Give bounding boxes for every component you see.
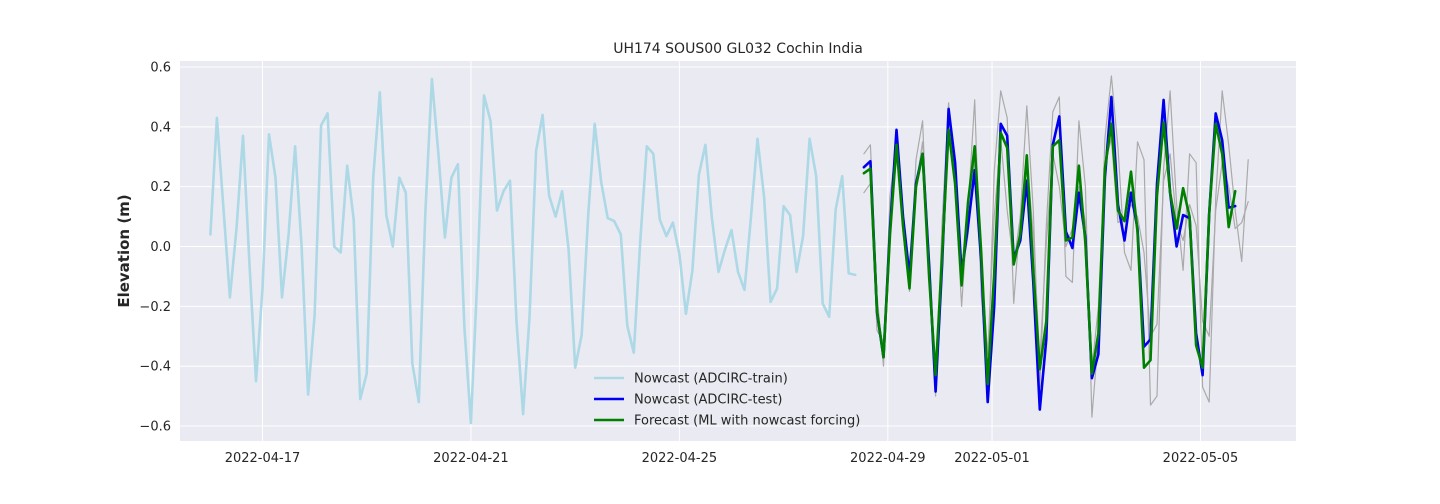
x-tick-label: 2022-04-17 [225,451,301,466]
series-line-train [209,77,857,425]
x-tick-label: 2022-05-05 [1163,451,1239,466]
x-tick-label: 2022-04-29 [850,451,926,466]
y-tick-label: −0.4 [139,360,171,375]
y-tick-label: −0.2 [139,300,171,315]
legend: Nowcast (ADCIRC-train) Nowcast (ADCIRC-te… [594,372,860,429]
y-axis-label: Elevation (m) [115,194,133,307]
legend-label-train: Nowcast (ADCIRC-train) [634,372,788,387]
y-tick-label: 0.4 [150,120,171,135]
y-tick-label: 0.2 [150,180,171,195]
y-tick-label: −0.6 [139,420,171,435]
y-axis-ticks: −0.6 −0.4 −0.2 0.0 0.2 0.4 0.6 [139,60,171,434]
y-tick-label: 0.0 [150,240,171,255]
chart-title: UH174 SOUS00 GL032 Cochin India [613,41,863,57]
x-tick-label: 2022-04-21 [433,451,509,466]
x-tick-label: 2022-04-25 [642,451,718,466]
legend-label-forecast: Forecast (ML with nowcast forcing) [634,414,860,429]
legend-label-test: Nowcast (ADCIRC-test) [634,393,783,408]
x-tick-label: 2022-05-01 [954,451,1030,466]
x-axis-ticks: 2022-04-17 2022-04-21 2022-04-25 2022-04-29… [225,451,1239,466]
series-lines [209,75,1249,425]
series-line-forecast [862,121,1237,386]
y-tick-label: 0.6 [150,60,171,75]
